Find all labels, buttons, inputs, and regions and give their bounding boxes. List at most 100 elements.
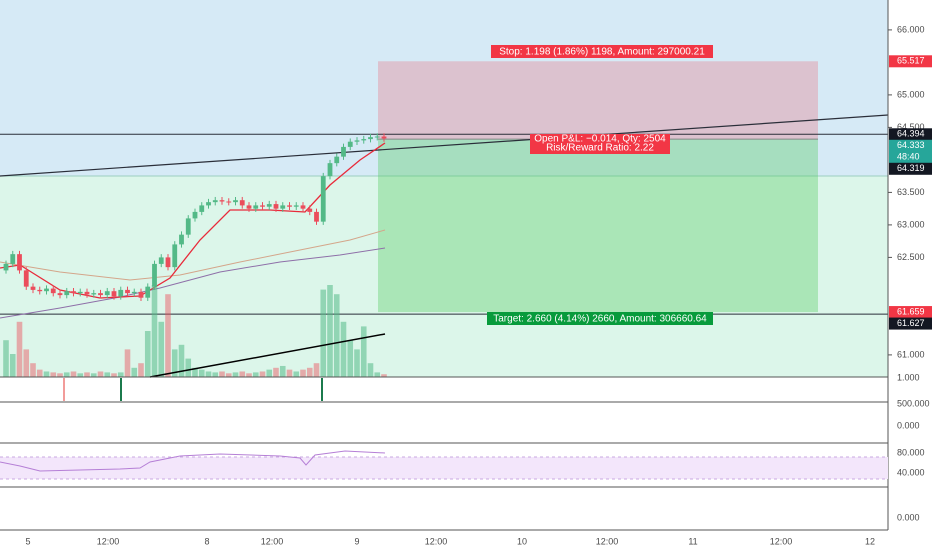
volume-bar	[77, 373, 84, 377]
candle-body	[206, 202, 211, 206]
x-tick-label: 12	[865, 536, 875, 546]
candle-body	[381, 136, 387, 139]
pane-label: 80.000	[897, 447, 925, 457]
volume-bar	[300, 369, 306, 377]
candle-body	[3, 263, 9, 271]
volume-bar	[9, 354, 16, 377]
trend-line	[0, 114, 889, 177]
candle-body	[23, 270, 29, 287]
candle-body	[246, 205, 252, 209]
volume-bar	[259, 371, 266, 377]
candle-body	[44, 288, 49, 292]
volume	[3, 285, 387, 377]
price-tag-label: 64.394	[897, 129, 925, 139]
pane-label: 0.000	[897, 420, 920, 430]
candle-body	[260, 205, 265, 207]
candle-body	[212, 200, 218, 203]
y-tick-label: 65.000	[897, 89, 925, 99]
y-tick-label: 62.500	[897, 252, 925, 262]
blue-zone	[0, 0, 888, 176]
volume-bar	[252, 372, 259, 377]
volume-bar	[225, 373, 232, 377]
volume-bar	[219, 371, 225, 377]
price-tag	[889, 162, 932, 175]
candle-body	[320, 176, 326, 222]
volume-bar	[57, 373, 63, 377]
candle-body	[77, 291, 83, 294]
price-tag	[889, 128, 932, 141]
candle-body	[185, 218, 191, 235]
volume-bar	[30, 363, 36, 377]
candle-body	[118, 289, 124, 297]
volume-bar	[381, 374, 387, 377]
volume-bar	[313, 363, 320, 377]
candle-body	[17, 254, 22, 271]
price-tag-label: 65.517	[897, 56, 925, 66]
y-tick-label: 66.000	[897, 24, 925, 34]
volume-bar	[70, 371, 77, 377]
position-label: Stop: 1.198 (1.86%) 1198, Amount: 297000…	[499, 47, 705, 58]
candle-body	[145, 286, 151, 298]
candle-body	[354, 140, 360, 142]
volume-bar	[205, 371, 212, 377]
candle-body	[253, 205, 259, 209]
volume-bar	[117, 372, 124, 377]
candle-body	[37, 289, 43, 292]
candle-body	[125, 289, 130, 294]
candle-body	[219, 200, 225, 202]
volume-bar	[320, 289, 327, 377]
x-tick-label: 11	[688, 536, 697, 546]
scale-labels: 66.000 65.000 64.500 63.500 63.000 62.500 61.0…	[888, 24, 930, 522]
volume-bar	[138, 363, 144, 377]
volume-bar	[333, 294, 340, 377]
label-box	[491, 45, 713, 58]
candle-body	[266, 204, 272, 207]
volume-bar	[104, 372, 111, 377]
candle-body	[165, 257, 171, 268]
x-tick-label: 9	[354, 536, 359, 546]
candle-body	[111, 291, 117, 297]
candle-body	[84, 291, 90, 295]
y-tick-label: 63.500	[897, 187, 925, 197]
volume-bar	[36, 369, 43, 377]
pane-label: 500.000	[897, 398, 930, 408]
volume-bar	[185, 358, 192, 377]
candle-body	[287, 205, 292, 207]
candle-body	[327, 163, 333, 177]
candles	[3, 133, 387, 301]
candle-body	[152, 263, 157, 287]
volume-bar	[306, 367, 313, 377]
candle-body	[347, 141, 353, 147]
volume-bar	[367, 363, 374, 377]
volume-bar	[144, 331, 151, 377]
volume-bar	[286, 369, 293, 377]
candle-body	[314, 211, 319, 222]
volume-bar	[3, 340, 9, 377]
volume-bar	[198, 369, 205, 377]
x-tick-label: 8	[204, 536, 209, 546]
candle-body	[233, 200, 238, 203]
candle-body	[273, 204, 279, 209]
price-tag	[889, 139, 932, 152]
x-tick-label: 12:00	[97, 536, 120, 546]
volume-bar	[232, 372, 239, 377]
candle-body	[307, 208, 313, 212]
candle-body	[71, 291, 76, 294]
price-tag-label: 61.659	[897, 306, 925, 316]
candle-body	[158, 257, 164, 264]
candle-body	[226, 201, 232, 203]
candle-body	[138, 291, 144, 298]
candle-body	[10, 254, 16, 264]
volume-bar	[246, 373, 252, 377]
volume-bar	[279, 365, 286, 377]
x-tick-label: 12:00	[770, 536, 793, 546]
candle-body	[30, 286, 36, 290]
label-box	[487, 312, 713, 325]
rsi-line	[0, 450, 386, 472]
volume-bar	[293, 371, 300, 377]
x-tick-label: 12:00	[261, 536, 284, 546]
volume-bar	[151, 285, 158, 377]
price-tag-label: 61.627	[897, 318, 925, 328]
x-tick-label: 10	[517, 536, 527, 546]
